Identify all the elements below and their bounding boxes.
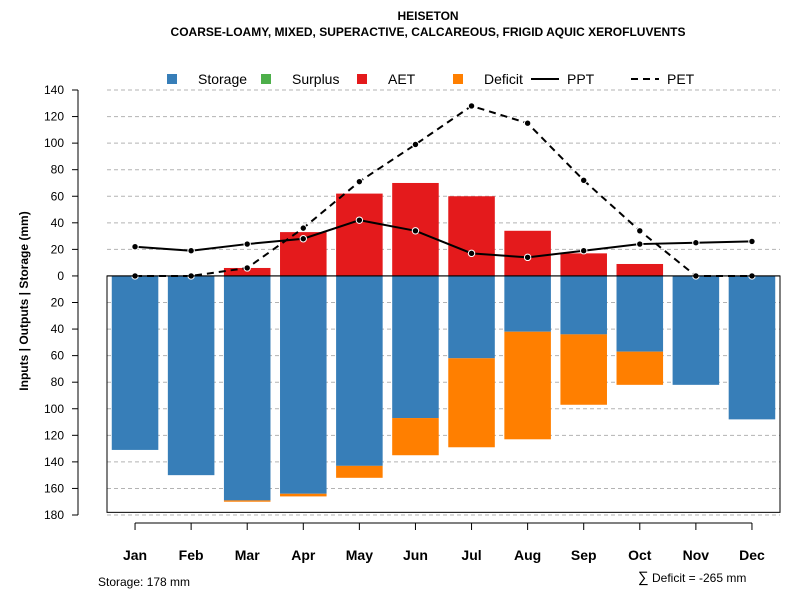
ppt-line [134, 219, 752, 259]
pet-point-oct [636, 227, 644, 235]
legend-label-ppt: PPT [567, 71, 595, 87]
y-tick-label: 80 [51, 163, 65, 177]
aet-bar-aug [504, 230, 551, 276]
aet-bar-may [336, 193, 383, 276]
legend-swatch-storage [167, 74, 177, 84]
x-tick-label-sep: Sep [571, 547, 597, 563]
x-tick-label-jun: Jun [403, 547, 428, 563]
y-tick-label: 180 [44, 508, 64, 522]
axes: 140 120 100 80 60 40 20 0 20 40 60 80 100 120 140 160 18… [44, 83, 781, 563]
lines [131, 102, 756, 280]
y-tick-label: 160 [44, 481, 64, 495]
aet-bar-sep [560, 253, 607, 276]
x-tick-label-may: May [346, 547, 373, 563]
ppt-point-oct [636, 240, 644, 248]
legend-swatch-aet [357, 74, 367, 84]
ppt-point-feb [187, 247, 195, 255]
y-tick-label: 140 [44, 455, 64, 469]
storage-bar-feb [167, 275, 215, 476]
x-tick-label-apr: Apr [291, 547, 316, 563]
deficit-bar-jul [448, 358, 495, 448]
deficit-bar-mar [223, 500, 271, 502]
ppt-point-jul [467, 249, 476, 258]
pet-point-jul [467, 102, 476, 110]
x-tick-label-mar: Mar [235, 547, 260, 563]
pet-point-sep [580, 176, 588, 185]
y-tick-label: 40 [51, 322, 65, 336]
x-tick-label-jul: Jul [461, 547, 481, 563]
storage-bar-nov [672, 275, 720, 385]
storage-bar-oct [616, 275, 664, 352]
legend-label-storage: Storage [198, 71, 247, 87]
legend: Storage Surplus AET Deficit PPT PET [167, 71, 695, 87]
y-tick-label: 100 [44, 402, 64, 416]
ppt-point-dec [748, 237, 756, 246]
y-tick-label: 60 [51, 349, 65, 363]
pet-line [135, 104, 752, 277]
deficit-bar-may [336, 465, 383, 478]
bars [111, 182, 776, 502]
sum-icon: ∑ [638, 569, 649, 586]
legend-label-surplus: Surplus [292, 71, 339, 87]
storage-note: Storage: 178 mm [98, 575, 190, 589]
deficit-bar-sep [560, 334, 607, 405]
x-tick-label-oct: Oct [628, 547, 652, 563]
y-tick-label: 60 [51, 189, 65, 203]
legend-label-aet: AET [388, 71, 416, 87]
x-tick-label-dec: Dec [739, 547, 765, 563]
y-axis-label: Inputs | Outputs | Storage (mm) [17, 211, 31, 390]
deficit-bar-apr [280, 493, 327, 497]
aet-bar-oct [616, 263, 664, 276]
deficit-note: Deficit = -265 mm [652, 571, 746, 585]
chart-subtitle: COARSE-LOAMY, MIXED, SUPERACTIVE, CALCAR… [171, 25, 686, 39]
y-tick-label: 80 [51, 375, 65, 389]
x-tick-label-nov: Nov [683, 547, 710, 563]
storage-bar-jan [111, 275, 159, 450]
pet-point-aug [523, 119, 532, 127]
storage-bar-aug [504, 275, 551, 332]
y-tick-label: 140 [44, 83, 64, 97]
legend-swatch-deficit [453, 74, 463, 84]
storage-bar-sep [560, 275, 607, 335]
y-tick-label: 40 [51, 216, 65, 230]
y-tick-label: 120 [44, 110, 64, 124]
ppt-point-may [355, 216, 364, 224]
ppt-point-jan [131, 243, 139, 251]
ppt-point-aug [523, 253, 532, 262]
ppt-point-jun [411, 227, 420, 235]
ppt-point-nov [692, 239, 700, 247]
storage-bar-apr [280, 275, 327, 494]
x-tick-label-feb: Feb [179, 547, 204, 563]
legend-swatch-surplus [261, 74, 271, 84]
legend-label-deficit: Deficit [484, 71, 523, 87]
aet-bar-jul [448, 196, 495, 276]
ppt-point-sep [580, 247, 588, 255]
pet-point-apr [299, 224, 307, 232]
deficit-bar-jun [392, 418, 439, 456]
y-tick-label: 0 [57, 269, 64, 283]
ppt-point-mar [243, 240, 251, 248]
storage-bar-dec [728, 275, 776, 420]
pet-point-may [355, 177, 364, 186]
pet-point-mar [243, 264, 251, 272]
chart-title: HEISETON [397, 9, 458, 23]
legend-label-pet: PET [667, 71, 695, 87]
storage-bar-may [336, 275, 383, 466]
ppt-point-apr [299, 235, 307, 243]
storage-bar-mar [223, 275, 271, 501]
deficit-bar-oct [616, 351, 664, 385]
aet-bar-mar [223, 267, 271, 276]
pet-point-jun [411, 140, 420, 149]
storage-bar-jun [392, 275, 439, 419]
x-tick-label-aug: Aug [514, 547, 541, 563]
storage-bar-jul [448, 275, 495, 359]
x-tick-label-jan: Jan [123, 547, 147, 563]
deficit-bar-aug [504, 331, 551, 440]
y-tick-label: 20 [51, 296, 65, 310]
y-tick-label: 120 [44, 428, 64, 442]
gridlines [107, 89, 780, 516]
y-tick-label: 100 [44, 136, 64, 150]
y-tick-label: 20 [51, 242, 65, 256]
